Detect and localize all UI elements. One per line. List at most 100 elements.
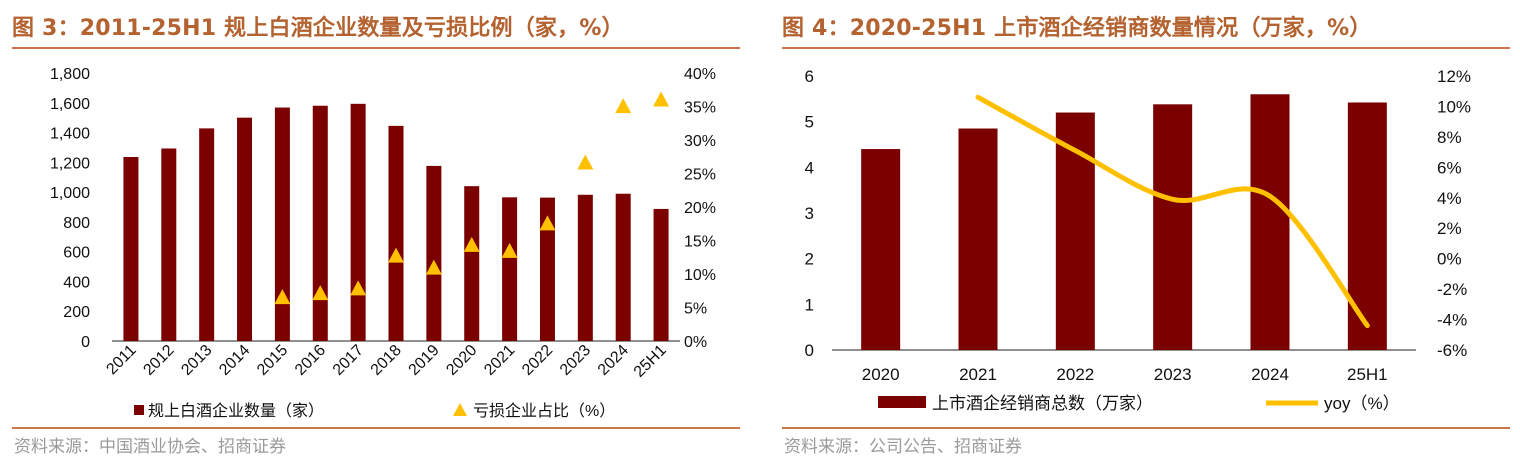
y-left-tick-label: 1	[805, 295, 814, 314]
source-divider	[12, 427, 740, 429]
x-tick-label: 2015	[254, 342, 291, 379]
y-right-tick-label: 8%	[1437, 128, 1462, 147]
legend-bar-swatch	[878, 396, 926, 408]
x-tick-label: 2012	[140, 342, 177, 379]
chart-title: 图 4：2020-25H1 上市酒企经销商数量情况（万家，%）	[782, 16, 1372, 41]
bar-enterprise-count	[426, 165, 442, 341]
bar-distributor-count	[1347, 102, 1387, 350]
marker-loss-ratio	[615, 98, 632, 114]
title-divider	[12, 47, 740, 49]
bar-enterprise-count	[388, 125, 404, 341]
y-right-tick-label: 4%	[1437, 189, 1462, 208]
bar-enterprise-count	[237, 117, 253, 342]
x-tick-label: 2016	[292, 342, 329, 379]
bar-enterprise-count	[653, 208, 669, 341]
title-divider	[782, 47, 1510, 49]
x-tick-label: 2022	[519, 342, 556, 379]
y-right-tick-label: 12%	[1437, 67, 1471, 86]
bar-enterprise-count	[577, 194, 593, 341]
y-right-tick-label: -4%	[1437, 311, 1467, 330]
x-tick-label: 2024	[595, 342, 632, 379]
chart-panel-distributor-count: 图 4：2020-25H1 上市酒企经销商数量情况（万家，%） 6 5 4 3 2 1 0 1…	[782, 0, 1520, 463]
y-left-tick-label: 5	[805, 113, 814, 132]
y-right-tick-label: -6%	[1437, 341, 1467, 360]
x-tick-label: 2020	[862, 365, 900, 384]
legend-bar-swatch	[134, 405, 144, 415]
legend-marker-label: 亏损企业占比（%）	[473, 402, 615, 420]
legend-bar-label: 规上白酒企业数量（家）	[148, 402, 324, 420]
bar-enterprise-count	[350, 103, 366, 341]
x-tick-label: 2019	[406, 342, 443, 379]
source-divider	[782, 427, 1510, 429]
x-tick-label: 2020	[443, 342, 480, 379]
x-tick-label: 2014	[216, 342, 253, 379]
bar-distributor-count	[861, 149, 901, 350]
bar-distributor-count	[958, 128, 998, 350]
y-left-tick-label: 1,000	[50, 185, 90, 202]
legend-line-label: yoy（%）	[1324, 394, 1400, 413]
y-right-tick-label: 15%	[684, 234, 716, 251]
y-right-tick-label: 20%	[684, 200, 716, 217]
x-tick-label: 2022	[1056, 365, 1094, 384]
bar-enterprise-count	[464, 186, 480, 341]
y-left-tick-label: 400	[63, 274, 90, 291]
y-left-tick-label: 0	[81, 334, 90, 351]
y-left-tick-label: 800	[63, 215, 90, 232]
x-tick-label: 2023	[1154, 365, 1192, 384]
marker-loss-ratio	[539, 215, 556, 231]
bar-distributor-count	[1153, 104, 1193, 351]
marker-loss-ratio	[350, 280, 367, 296]
y-left-tick-label: 4	[805, 158, 814, 177]
bar-distributor-count	[1250, 94, 1290, 350]
x-tick-label: 2021	[481, 342, 518, 379]
enterprise-chart-svg: 1,800 1,600 1,400 1,200 1,000 800 600 400 200 0 40…	[50, 66, 716, 420]
y-right-tick-label: 40%	[684, 66, 716, 83]
marker-loss-ratio	[653, 91, 670, 107]
y-left-tick-label: 1,800	[50, 66, 90, 83]
y-left-tick-label: 3	[805, 204, 814, 223]
x-tick-label: 25H1	[1347, 365, 1388, 384]
y-left-tick-label: 0	[805, 341, 814, 360]
marker-loss-ratio	[274, 289, 291, 305]
marker-loss-ratio	[463, 236, 480, 252]
bar-enterprise-count	[502, 197, 518, 341]
chart-title: 图 3：2011-25H1 规上白酒企业数量及亏损比例（家，%）	[12, 16, 624, 41]
bar-enterprise-count	[539, 197, 555, 341]
marker-loss-ratio	[425, 259, 442, 275]
x-tick-label: 2023	[557, 342, 594, 379]
y-left-tick-label: 1,400	[50, 126, 90, 143]
marker-loss-ratio	[577, 154, 594, 170]
y-left-tick-label: 200	[63, 304, 90, 321]
line-yoy	[975, 94, 1370, 329]
bar-enterprise-count	[274, 107, 290, 341]
x-tick-label: 2011	[103, 342, 139, 378]
x-tick-label: 2018	[368, 342, 405, 379]
bar-enterprise-count	[123, 156, 139, 341]
bar-enterprise-count	[199, 128, 215, 341]
y-right-tick-label: 10%	[1437, 97, 1471, 116]
y-left-tick-label: 6	[805, 67, 814, 86]
marker-loss-ratio	[388, 247, 404, 263]
legend-marker-swatch	[453, 403, 467, 416]
y-right-tick-label: 35%	[684, 100, 716, 117]
y-right-tick-label: 6%	[1437, 158, 1462, 177]
bar-enterprise-count	[615, 193, 631, 341]
y-right-tick-label: 10%	[684, 267, 716, 284]
bar-enterprise-count	[312, 105, 328, 341]
bar-enterprise-count	[161, 148, 177, 341]
x-tick-label: 2017	[330, 342, 367, 379]
x-tick-label: 25H1	[631, 342, 670, 381]
y-left-tick-label: 1,200	[50, 155, 90, 172]
x-tick-label: 2013	[178, 342, 215, 379]
y-left-tick-label: 2	[805, 250, 814, 269]
y-right-tick-label: 5%	[684, 301, 707, 318]
legend-bar-label: 上市酒企经销商总数（万家）	[932, 394, 1153, 413]
distributor-chart-svg: 6 5 4 3 2 1 0 12% 10% 8% 6% 4% 2% 0% -2% -4% -6% 2020 2021…	[805, 67, 1472, 413]
y-right-tick-label: 0%	[684, 334, 707, 351]
x-tick-label: 2021	[959, 365, 997, 384]
y-left-tick-label: 600	[63, 245, 90, 262]
y-right-tick-label: 0%	[1437, 250, 1462, 269]
marker-loss-ratio	[312, 285, 329, 301]
y-right-tick-label: 25%	[684, 167, 716, 184]
source-note: 资料来源：中国酒业协会、招商证券	[14, 437, 286, 457]
